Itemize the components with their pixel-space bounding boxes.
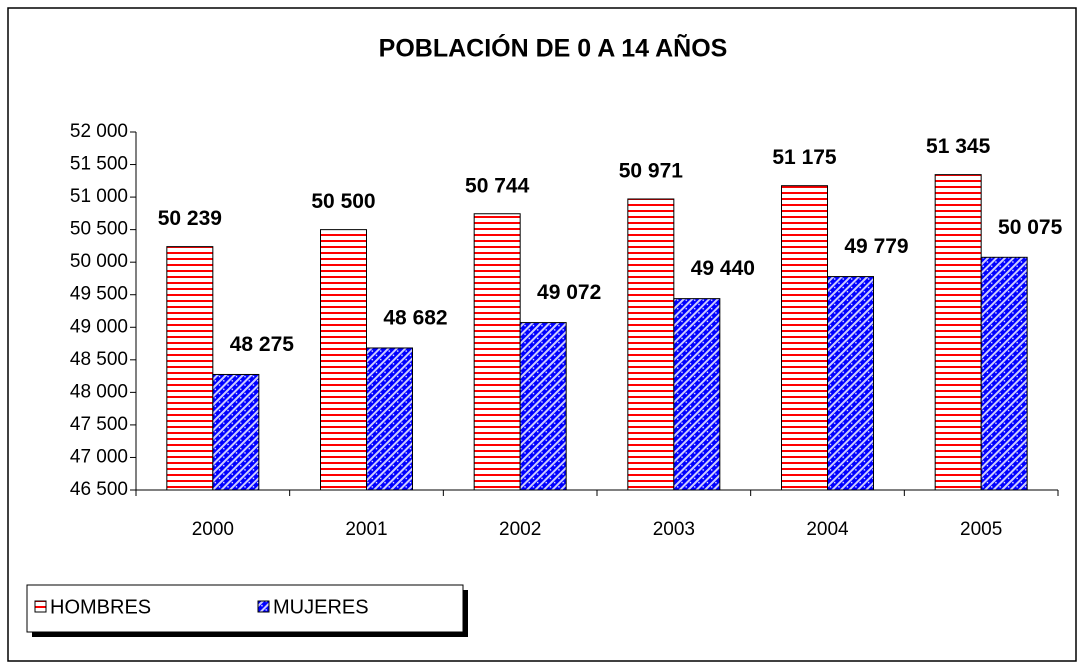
bar	[366, 347, 413, 491]
chart-title: POBLACIÓN DE 0 A 14 AÑOS	[379, 33, 728, 63]
bar	[473, 213, 521, 491]
data-label: 50 500	[311, 190, 375, 213]
data-label: 50 971	[619, 160, 684, 183]
data-label: 49 779	[844, 235, 908, 258]
data-label: 51 175	[772, 146, 837, 169]
y-tick-label: 50 000	[70, 251, 128, 272]
data-label: 51 345	[926, 135, 991, 158]
y-tick-label: 50 500	[70, 219, 128, 240]
bar	[934, 174, 982, 491]
data-label: 49 072	[537, 281, 601, 304]
y-tick-label: 48 500	[70, 349, 128, 370]
x-tick-label: 2001	[345, 519, 387, 540]
data-label: 50 075	[998, 216, 1063, 239]
bar	[166, 246, 214, 491]
x-tick-label: 2004	[806, 519, 849, 540]
y-tick-label: 46 500	[70, 479, 128, 500]
y-tick-label: 49 000	[70, 316, 128, 337]
x-tick-label: 2005	[960, 519, 1002, 540]
x-tick-label: 2002	[499, 519, 541, 540]
bar	[827, 276, 874, 491]
y-tick-label: 48 000	[70, 381, 128, 402]
data-label: 50 744	[465, 174, 530, 197]
bar	[781, 185, 828, 491]
legend-label: MUJERES	[273, 596, 369, 618]
x-tick-label: 2003	[653, 519, 695, 540]
bar	[212, 373, 260, 491]
bar	[320, 229, 367, 491]
data-label: 48 275	[230, 333, 295, 356]
y-tick-label: 51 000	[70, 186, 128, 207]
bar	[627, 198, 675, 491]
y-tick-label: 51 500	[70, 154, 128, 175]
data-label: 49 440	[691, 257, 755, 280]
x-tick-label: 2000	[192, 519, 234, 540]
legend	[26, 584, 464, 633]
y-tick-label: 49 500	[70, 284, 128, 305]
legend-swatch	[257, 600, 270, 613]
data-label: 50 239	[158, 207, 222, 230]
y-tick-label: 47 500	[70, 414, 128, 435]
bar	[673, 298, 721, 491]
y-tick-label: 52 000	[70, 121, 128, 142]
legend-swatch	[34, 600, 47, 613]
data-label: 48 682	[383, 307, 447, 330]
bar	[519, 322, 567, 491]
y-tick-label: 47 000	[70, 446, 128, 467]
bar	[980, 256, 1028, 491]
legend-label: HOMBRES	[50, 596, 151, 618]
